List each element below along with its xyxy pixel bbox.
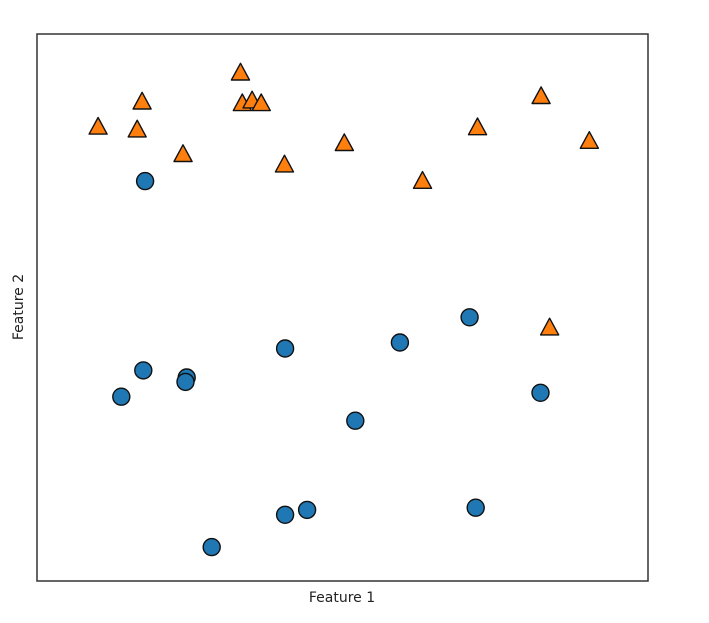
circle-point bbox=[202, 537, 221, 557]
triangle-point bbox=[467, 117, 488, 136]
triangle-point bbox=[88, 116, 108, 135]
circle-point bbox=[275, 339, 295, 358]
triangle-point bbox=[412, 170, 433, 190]
triangle-point bbox=[334, 133, 355, 152]
triangle-point bbox=[127, 119, 147, 138]
circle-point bbox=[275, 505, 295, 524]
circle-point bbox=[297, 500, 317, 520]
triangle-point bbox=[132, 91, 152, 110]
triangle-point bbox=[579, 130, 600, 150]
data-points bbox=[88, 62, 600, 557]
y-axis-label: Feature 2 bbox=[11, 274, 27, 340]
x-axis-label: Feature 1 bbox=[309, 590, 375, 606]
circle-point bbox=[346, 411, 365, 430]
circle-point bbox=[135, 171, 155, 191]
triangle-point bbox=[230, 62, 251, 81]
triangle-point bbox=[274, 154, 295, 173]
axes-frame bbox=[36, 33, 649, 582]
circle-point bbox=[390, 333, 410, 352]
triangle-point bbox=[173, 144, 193, 163]
triangle-point bbox=[531, 86, 551, 105]
circle-point bbox=[134, 361, 153, 380]
circle-point bbox=[460, 308, 479, 327]
plot-area bbox=[36, 33, 649, 582]
circle-point bbox=[466, 498, 485, 517]
circle-point bbox=[176, 372, 195, 392]
circle-point bbox=[531, 383, 550, 402]
triangle-point bbox=[539, 317, 560, 336]
triangle-point bbox=[251, 93, 271, 112]
circle-point bbox=[112, 387, 131, 406]
